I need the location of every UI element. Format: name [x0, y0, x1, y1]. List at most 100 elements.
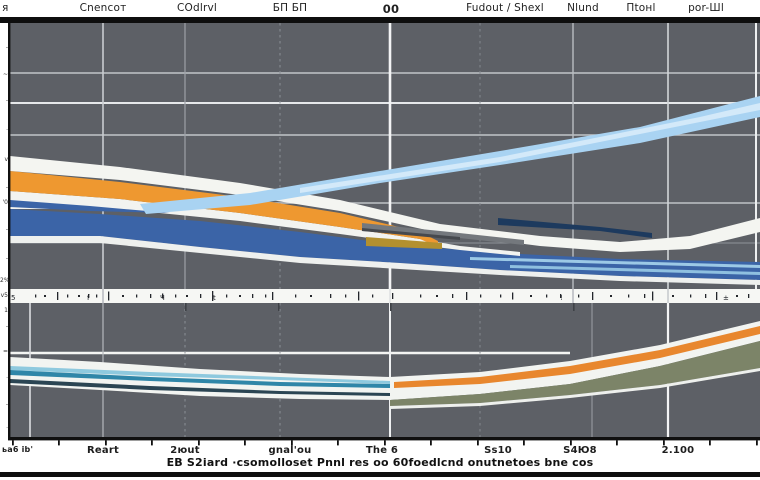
- x-axis-line: [8, 437, 760, 441]
- orange-band: [10, 171, 438, 247]
- strip-tick: [466, 292, 468, 300]
- strip-glyph: 5: [11, 294, 15, 302]
- strip-tick: [748, 294, 750, 298]
- x-axis-tick: [616, 440, 618, 446]
- x-axis-tick: [430, 440, 432, 446]
- menu-item[interactable]: БП БП: [272, 2, 308, 14]
- strip-tick: [200, 294, 202, 298]
- strip-tick: [212, 291, 214, 301]
- strip-tick: [480, 294, 482, 298]
- strip-tick: [420, 294, 422, 298]
- menu-bar: я Cnencoт COdlrvl БП БП 00 Fudout / Shexl Nlun…: [0, 0, 760, 17]
- strip-tick: [330, 294, 332, 298]
- strip-tick: [644, 294, 646, 298]
- menu-item[interactable]: Cnencoт: [79, 2, 127, 14]
- x-axis-tick: [291, 440, 293, 446]
- blue-band-highlight-2: [510, 265, 760, 275]
- x-axis-tick: [244, 440, 246, 446]
- frame-top: [0, 17, 760, 23]
- strip-tick: [186, 295, 188, 297]
- strip-tick: [35, 294, 37, 298]
- strip-tick: [88, 294, 90, 298]
- strip-tick: [78, 295, 80, 297]
- strip-tick: [345, 294, 347, 298]
- strip-tick: [372, 294, 374, 298]
- menu-item[interactable]: Fudout / Shexl: [466, 2, 544, 14]
- strip-tick: [252, 294, 254, 298]
- frame-bottom: [0, 472, 760, 477]
- strip-tick: [150, 294, 152, 298]
- strip-tick: [265, 294, 267, 298]
- navy-wedge: [498, 218, 652, 238]
- strip-tick: [690, 294, 692, 298]
- strip-tick: [310, 295, 312, 297]
- bottom-navy-stripe: [10, 379, 390, 396]
- strip-tick: [672, 295, 674, 297]
- x-axis-tick: [477, 440, 479, 446]
- menu-item[interactable]: Пtoнl: [626, 2, 656, 14]
- dark-stripe-wedge: [362, 228, 460, 240]
- strip-tick: [226, 294, 228, 298]
- menu-item[interactable]: я: [2, 2, 9, 14]
- white-band-below-blue: [10, 236, 760, 285]
- strip-below-tick: [573, 303, 575, 311]
- bottom-teal-stripe: [10, 370, 390, 388]
- gray-gradient-wedge: [362, 223, 524, 245]
- strip-tick: [628, 294, 630, 298]
- strip-tick: [436, 295, 438, 297]
- strip-tick: [512, 292, 514, 300]
- strip-tick: [96, 294, 98, 298]
- strip-tick: [652, 291, 654, 301]
- x-axis-tick: [12, 440, 14, 446]
- x-axis-tick: [570, 440, 572, 446]
- strip-tick: [736, 295, 738, 297]
- menu-item[interactable]: por-Шl: [688, 2, 724, 14]
- strip-tick: [716, 292, 718, 300]
- white-band-upper: [10, 156, 760, 252]
- menu-item[interactable]: Nlund: [567, 2, 599, 14]
- light-blue-curve-core: [300, 103, 760, 193]
- strip-tick: [295, 294, 297, 298]
- strip-glyph: f: [87, 294, 90, 302]
- strip-tick: [44, 295, 46, 297]
- strip-tick: [610, 295, 612, 297]
- strip-tick: [57, 292, 59, 300]
- x-axis-tick: [709, 440, 711, 446]
- x-axis-tick: [151, 440, 153, 446]
- x-axis-tick: [663, 440, 665, 446]
- strip-tick: [239, 295, 241, 297]
- strip-tick: [578, 294, 580, 298]
- strip-tick: [122, 295, 124, 297]
- menu-item[interactable]: 00: [382, 2, 400, 16]
- strip-tick: [452, 294, 454, 298]
- strip-glyph: t: [213, 294, 216, 302]
- strip-glyph: !: [560, 294, 563, 302]
- strip-below-tick: [278, 303, 280, 311]
- strip-tick: [162, 293, 164, 299]
- blue-band-highlight-1: [470, 257, 760, 268]
- strip-below-tick: [185, 303, 187, 311]
- chart-title: EB S2iard ·csomolloset Pnnl res oo 60foe…: [166, 456, 594, 469]
- strip-tick: [67, 294, 69, 298]
- x-axis-tick: [523, 440, 525, 446]
- x-axis-tick: [384, 440, 386, 446]
- blue-notch-wedge: [10, 200, 170, 213]
- menu-item[interactable]: COdlrvl: [176, 2, 218, 14]
- x-axis-tick: [756, 440, 758, 446]
- bottom-cyan-stripe: [10, 366, 390, 384]
- white-under-olive: [390, 368, 760, 409]
- strip-tick: [108, 291, 110, 301]
- x-axis-tick: [105, 440, 107, 446]
- strip-tick: [136, 294, 138, 298]
- strip-tick: [500, 294, 502, 298]
- strip-tick: [175, 294, 177, 298]
- strip-tick: [392, 293, 394, 299]
- strip-glyph: ±: [723, 294, 729, 302]
- strip-below-tick: [390, 303, 392, 311]
- x-axis-tick: [198, 440, 200, 446]
- light-blue-curve: [140, 96, 760, 214]
- y-axis-line: [8, 23, 11, 440]
- strip-tick: [272, 292, 274, 300]
- strip-glyph: Ч: [160, 294, 165, 302]
